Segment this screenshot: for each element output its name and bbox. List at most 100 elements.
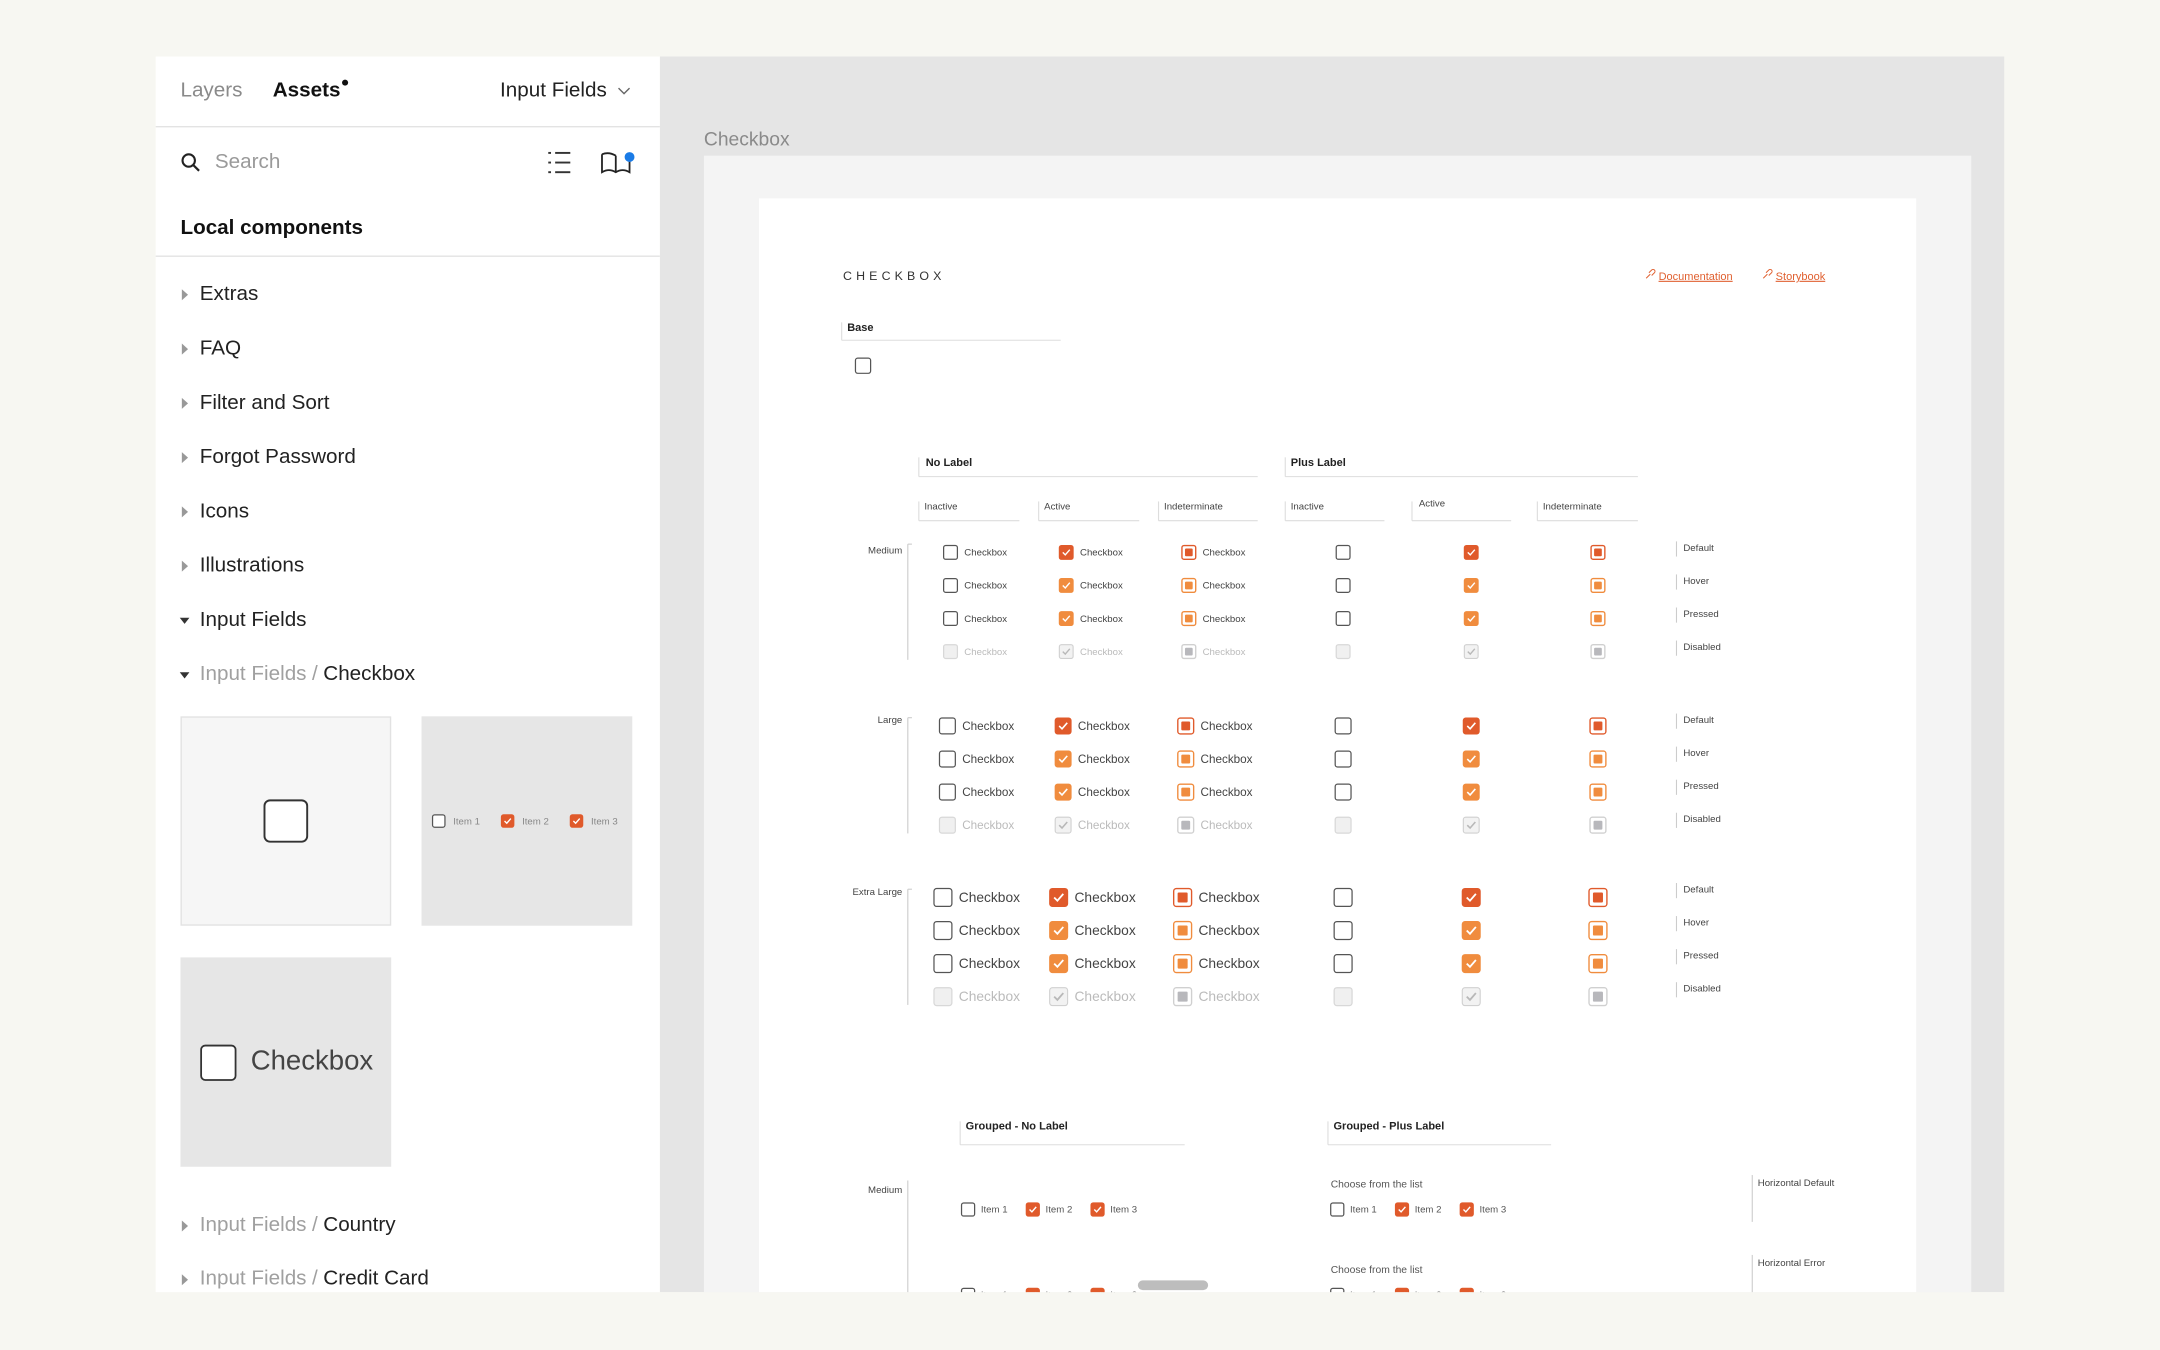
checkbox-fill	[1594, 581, 1602, 590]
checkbox	[938, 816, 956, 834]
checkmark	[1053, 959, 1064, 969]
checkbox	[1589, 717, 1607, 735]
checkmark	[1467, 549, 1476, 556]
checkbox-label: Checkbox	[1078, 720, 1130, 733]
checkbox	[1090, 1287, 1105, 1293]
checkbox	[1462, 717, 1480, 735]
checkbox-box	[1090, 1287, 1105, 1293]
checkbox	[1588, 953, 1608, 974]
checkbox-label: Checkbox	[959, 989, 1020, 1004]
checkbox-label: Checkbox	[959, 923, 1020, 938]
checkbox-label: Checkbox	[1078, 786, 1130, 799]
page-heading: CHECKBOX	[843, 269, 946, 283]
checkbox	[938, 717, 956, 735]
assets-panel: Layers Assets Input Fields Search Local comp…	[155, 56, 660, 1293]
size-label: Large	[878, 715, 903, 726]
link-icon	[1645, 269, 1656, 279]
checkbox	[1394, 1202, 1410, 1217]
checkbox-fill	[1594, 614, 1602, 623]
size-label: Medium	[868, 1185, 902, 1196]
checkbox	[1588, 987, 1608, 1007]
checkmark	[1053, 893, 1064, 903]
size-label: Medium	[868, 546, 902, 557]
library-button[interactable]	[601, 152, 635, 174]
checkbox-box	[1459, 1287, 1474, 1293]
checkbox-box	[943, 544, 959, 560]
checkbox-box	[1049, 921, 1069, 941]
checkbox	[1058, 578, 1074, 593]
tree-item[interactable]: FAQ	[200, 337, 241, 360]
checkbox-box	[1461, 887, 1481, 907]
tree-item[interactable]: Filter and Sort	[200, 391, 330, 414]
search-input[interactable]: Search	[215, 150, 280, 173]
checkbox	[1335, 611, 1351, 627]
scrollbar[interactable]	[1137, 1280, 1209, 1291]
checkmark	[1466, 893, 1477, 903]
tab-active[interactable]: Assets	[273, 78, 341, 101]
checkbox-box	[1463, 578, 1479, 593]
tree-subfolder[interactable]: Input Fields / Credit Card	[200, 1267, 429, 1290]
disclosure-triangle	[181, 506, 189, 518]
item-label: Item 3	[1110, 1205, 1137, 1216]
variant-label: Default	[1683, 884, 1714, 895]
checkbox-label: Checkbox	[962, 753, 1014, 766]
checkbox-box	[938, 750, 956, 768]
checkbox	[1172, 887, 1193, 908]
checkbox	[933, 987, 953, 1007]
tree-subfolder[interactable]: Input Fields / Checkbox	[200, 662, 416, 685]
checkbox-box	[1054, 783, 1072, 801]
doc-link[interactable]: Documentation	[1659, 271, 1733, 283]
variant-label: Hover	[1683, 576, 1709, 587]
checkbox-box	[1054, 750, 1072, 768]
tree-item[interactable]: Forgot Password	[200, 445, 356, 468]
tree-item[interactable]: Extras	[200, 282, 259, 305]
tree-item[interactable]: Icons	[200, 499, 249, 522]
doc-link[interactable]: Storybook	[1776, 271, 1826, 283]
component-thumbnail[interactable]: Item 1 Item 2 Item 3	[421, 716, 633, 926]
checkbox-label: Checkbox	[1203, 614, 1246, 625]
component-thumbnail[interactable]	[180, 716, 392, 926]
checkbox-box	[1334, 717, 1352, 735]
disclosure-triangle	[181, 289, 189, 301]
checkbox-label: Checkbox	[1080, 548, 1123, 559]
checkbox	[1463, 578, 1479, 593]
library-dropdown[interactable]: Input Fields	[500, 78, 607, 101]
checkbox	[1172, 920, 1193, 941]
tree-item[interactable]: Input Fields	[200, 608, 307, 631]
checkmark	[1398, 1206, 1406, 1213]
tree-subfolder[interactable]: Input Fields / Country	[200, 1213, 397, 1236]
checkbox-label: Checkbox	[1080, 614, 1123, 625]
checkbox-label: Checkbox	[964, 647, 1007, 658]
disclosure-triangle	[181, 452, 189, 464]
section-title: Local components	[180, 216, 363, 239]
checkbox-fill	[1184, 581, 1193, 590]
checkbox	[1461, 954, 1481, 974]
checkmark	[1467, 582, 1476, 589]
checkbox-label: Checkbox	[962, 786, 1014, 799]
component-thumbnail[interactable]: Checkbox	[180, 957, 392, 1167]
checkbox	[1049, 987, 1069, 1007]
tree-item[interactable]: Illustrations	[200, 554, 304, 577]
checkbox	[1177, 783, 1195, 801]
checkbox-fill	[1593, 721, 1603, 731]
checkbox-preview	[263, 799, 309, 843]
checkbox	[960, 1287, 976, 1293]
checkbox	[1054, 750, 1072, 768]
list-view-button[interactable]	[548, 151, 571, 174]
checkbox	[1181, 544, 1197, 560]
checkbox	[1463, 644, 1479, 660]
tab[interactable]: Layers	[180, 78, 242, 101]
checkmark	[1062, 549, 1071, 556]
checkbox-fill	[1181, 721, 1191, 731]
disclosure-triangle	[181, 1274, 189, 1286]
checkbox	[1463, 544, 1479, 560]
checkmark	[1093, 1206, 1102, 1213]
checkbox-preview-label: Checkbox	[251, 1044, 374, 1075]
checkbox	[1333, 920, 1353, 941]
checkbox	[1333, 887, 1353, 908]
checkbox	[1589, 816, 1607, 834]
checkbox	[1334, 783, 1352, 801]
checkbox-fill	[1184, 614, 1193, 623]
checkbox-box	[1330, 1202, 1345, 1217]
checkbox-box	[1333, 920, 1353, 941]
